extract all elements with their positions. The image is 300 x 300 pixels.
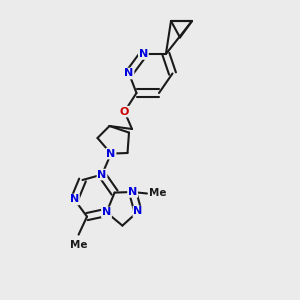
Text: Me: Me [148,188,166,199]
Text: N: N [98,169,106,180]
Text: N: N [124,68,134,79]
Text: N: N [134,206,142,217]
Text: N: N [70,194,79,205]
Text: Me: Me [70,240,87,250]
Text: N: N [102,207,111,218]
Text: N: N [106,148,116,159]
Text: N: N [128,187,137,197]
Text: O: O [120,106,129,117]
Text: N: N [139,49,148,59]
